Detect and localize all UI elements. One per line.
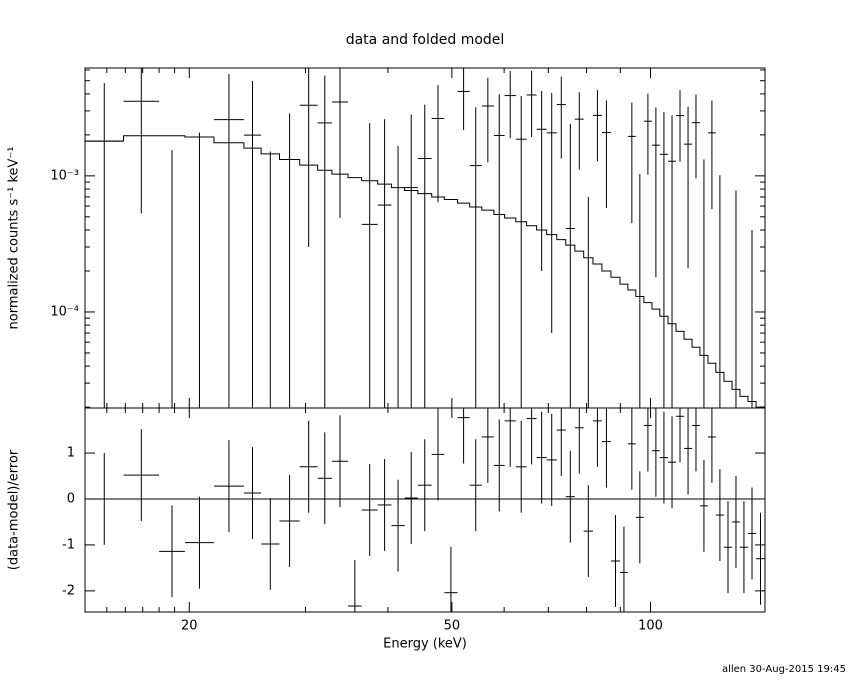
x-tick-label: 50 (444, 619, 461, 634)
y-tick-label: 10⁻⁴ (50, 304, 79, 319)
bottom-plot (85, 408, 765, 612)
y-tick-label: -1 (62, 537, 75, 552)
x-tick-label: 20 (181, 619, 198, 634)
y-tick-label: 10⁻³ (50, 168, 79, 183)
y-axis-label: normalized counts s⁻¹ keV⁻¹ (7, 147, 22, 330)
top-plot (85, 68, 765, 408)
y-axis-label: (data-model)/error (7, 449, 22, 570)
y-tick-label: 1 (67, 446, 75, 461)
x-tick-label: 100 (638, 619, 663, 634)
y-tick-label: -2 (62, 583, 75, 598)
model-line (85, 135, 765, 408)
y-tick-label: 0 (67, 491, 75, 506)
chart-title: data and folded model (346, 32, 505, 48)
x-axis-label: Energy (keV) (383, 637, 467, 652)
footer: allen 30-Aug-2015 19:45 (722, 664, 846, 675)
